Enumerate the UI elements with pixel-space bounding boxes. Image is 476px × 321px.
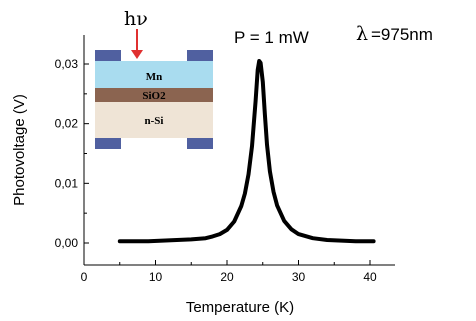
x-tick-label: 10 — [149, 270, 163, 284]
x-axis-title: Temperature (K) — [186, 299, 294, 316]
x-tick-label: 40 — [363, 270, 377, 284]
y-tick-label: 0,01 — [55, 176, 79, 190]
n-si-label: n-Si — [145, 115, 164, 127]
bottom-left-contact — [95, 138, 121, 149]
n-si-layer — [95, 102, 213, 138]
mn-label: Mn — [146, 71, 163, 83]
sio2-label: SiO2 — [142, 90, 166, 102]
mn-layer — [95, 61, 213, 88]
x-tick-label: 0 — [81, 270, 88, 284]
wavelength-symbol: λ — [356, 23, 368, 45]
sio2-layer — [95, 88, 213, 102]
device-inset: Mn SiO2 n-Si hν — [95, 8, 213, 149]
photon-arrow-head-icon — [131, 50, 143, 59]
y-tick-label: 0,03 — [55, 57, 79, 71]
photon-label: hν — [124, 8, 148, 30]
top-left-contact — [95, 50, 121, 61]
y-axis-title: Photovoltage (V) — [11, 94, 28, 206]
bottom-right-contact — [187, 138, 213, 149]
top-right-contact — [187, 50, 213, 61]
series-line — [117, 59, 376, 244]
power-annotation: P = 1 mW — [234, 28, 309, 47]
y-tick-label: 0,02 — [55, 117, 79, 131]
y-tick-label: 0,00 — [55, 236, 79, 250]
x-tick-label: 20 — [220, 270, 234, 284]
wavelength-annotation: =975nm — [371, 25, 433, 44]
x-tick-label: 30 — [292, 270, 306, 284]
axis-ticks: 0 10 20 30 40 0,00 0,01 0,02 0,03 — [55, 57, 377, 284]
